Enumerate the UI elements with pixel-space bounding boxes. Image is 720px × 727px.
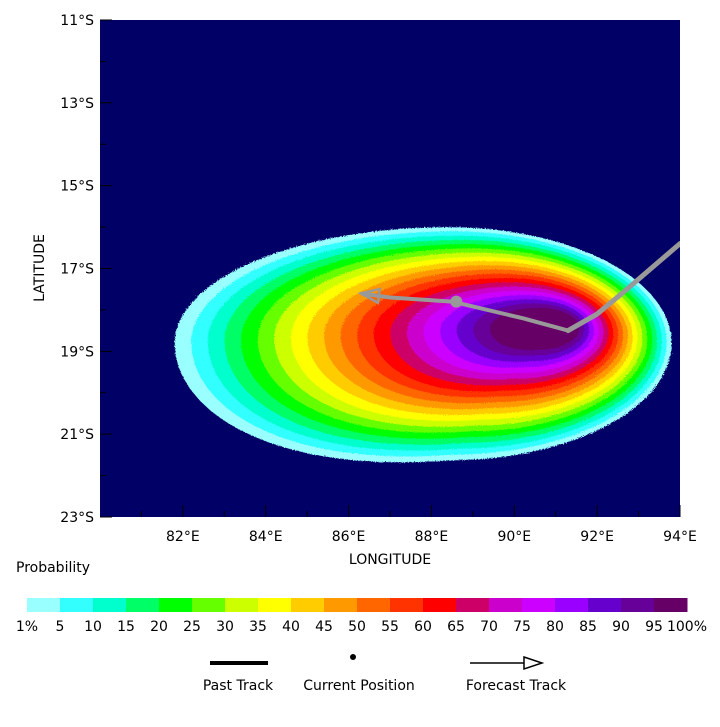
colorbar-swatch xyxy=(456,598,490,612)
lon-tick-label: 92°E xyxy=(580,529,614,545)
lon-tick-label: 82°E xyxy=(166,529,200,545)
colorbar-tick-label: 10 xyxy=(84,619,102,635)
colorbar-tick-label: 85 xyxy=(579,619,597,635)
colorbar-swatch xyxy=(390,598,424,612)
colorbar-swatch xyxy=(555,598,589,612)
colorbar-tick-label: 70 xyxy=(480,619,498,635)
colorbar-tick-label: 45 xyxy=(315,619,333,635)
forecast-arrowhead xyxy=(357,287,382,305)
colorbar-tick-label: 95 xyxy=(645,619,663,635)
lat-tick-label: 19°S xyxy=(60,344,94,360)
colorbar-tick-label: 20 xyxy=(150,619,168,635)
colorbar-swatch xyxy=(27,598,61,612)
past-track-legend-label: Past Track xyxy=(203,678,274,694)
lat-tick-label: 15°S xyxy=(60,179,94,195)
colorbar-tick-label: 50 xyxy=(348,619,366,635)
colorbar-tick-label: 5 xyxy=(56,619,65,635)
colorbar-tick-label: 35 xyxy=(249,619,267,635)
lat-tick-label: 23°S xyxy=(60,510,94,526)
colorbar-tick-label: 30 xyxy=(216,619,234,635)
colorbar-swatch xyxy=(60,598,94,612)
colorbar-tick-label: 75 xyxy=(513,619,531,635)
current-position-marker xyxy=(450,295,463,308)
past-track-line xyxy=(565,241,680,334)
colorbar-swatch xyxy=(126,598,160,612)
y-axis-label: LATITUDE xyxy=(32,234,48,302)
current-position-legend-dot xyxy=(350,654,356,660)
lon-tick-label: 88°E xyxy=(415,529,449,545)
colorbar-tick-label: 25 xyxy=(183,619,201,635)
colorbar-tick-label: 65 xyxy=(447,619,465,635)
legend: Past Track Current Position Forecast Tra… xyxy=(203,654,567,694)
colorbar-swatch xyxy=(654,598,688,612)
current-position-legend-label: Current Position xyxy=(303,678,415,694)
colorbar-tick-label: 1% xyxy=(16,619,38,635)
map-axes: 82°E 84°E 86°E 88°E 90°E 92°E 94°E 11°S 13°S 15°S… xyxy=(60,13,697,545)
colorbar-swatch xyxy=(225,598,259,612)
colorbar-swatch xyxy=(522,598,556,612)
lat-tick-label: 11°S xyxy=(60,13,94,29)
lat-tick-label: 13°S xyxy=(60,96,94,112)
x-axis-label: LONGITUDE xyxy=(349,552,431,568)
colorbar-tick-label: 90 xyxy=(612,619,630,635)
probability-title: Probability xyxy=(16,560,90,576)
colorbar-swatch xyxy=(423,598,457,612)
colorbar-swatch xyxy=(192,598,226,612)
colorbar-swatch xyxy=(357,598,391,612)
colorbar-swatch xyxy=(93,598,127,612)
lon-tick-label: 86°E xyxy=(332,529,366,545)
colorbar-tick-label: 15 xyxy=(117,619,135,635)
colorbar-tick-label: 40 xyxy=(282,619,300,635)
colorbar-tick-label: 80 xyxy=(546,619,564,635)
lon-tick-label: 90°E xyxy=(497,529,531,545)
lon-tick-label: 84°E xyxy=(249,529,283,545)
storm-track xyxy=(357,241,680,334)
colorbar-swatch xyxy=(489,598,523,612)
colorbar-swatch xyxy=(621,598,655,612)
probability-band-20 xyxy=(489,307,580,350)
colorbar-tick-label: 100% xyxy=(667,619,707,635)
forecast-track-legend-label: Forecast Track xyxy=(466,678,567,694)
probability-colorbar: 1% 5 10 15 20 25 30 35 40 45 50 55 60 65 70 75 80 85 90 95 1… xyxy=(16,598,707,635)
colorbar-tick-label: 55 xyxy=(381,619,399,635)
lat-tick-label: 17°S xyxy=(60,262,94,278)
colorbar-swatch xyxy=(291,598,325,612)
colorbar-swatch xyxy=(588,598,622,612)
lat-tick-label: 21°S xyxy=(60,427,94,443)
forecast-track-legend-arrow xyxy=(523,655,545,671)
colorbar-swatch xyxy=(324,598,358,612)
colorbar-swatch xyxy=(258,598,292,612)
lon-tick-label: 94°E xyxy=(663,529,697,545)
colorbar-tick-label: 60 xyxy=(414,619,432,635)
colorbar-swatch xyxy=(159,598,193,612)
